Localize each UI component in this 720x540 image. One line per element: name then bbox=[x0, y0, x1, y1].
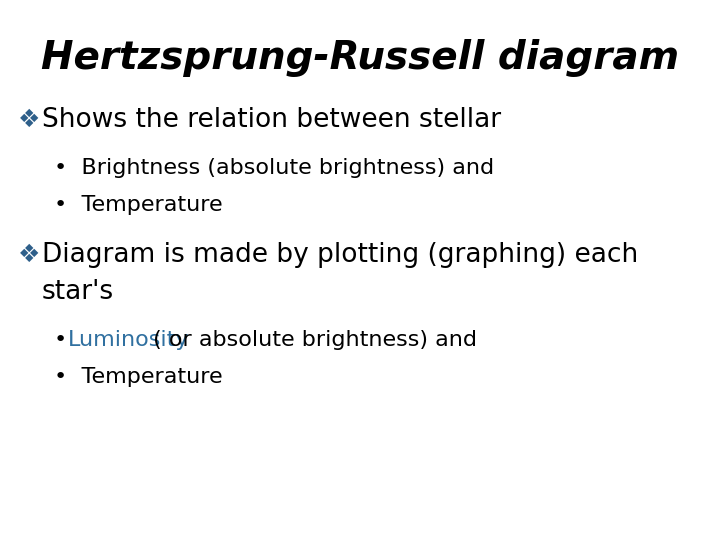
Text: ❖: ❖ bbox=[18, 243, 40, 267]
Text: Shows the relation between stellar: Shows the relation between stellar bbox=[42, 107, 501, 133]
Text: Hertzsprung-Russell diagram: Hertzsprung-Russell diagram bbox=[41, 39, 679, 77]
Text: •  Brightness (absolute brightness) and: • Brightness (absolute brightness) and bbox=[54, 158, 494, 178]
Text: ( or absolute brightness) and: ( or absolute brightness) and bbox=[146, 330, 477, 350]
Text: •  Temperature: • Temperature bbox=[54, 367, 222, 387]
Text: Diagram is made by plotting (graphing) each: Diagram is made by plotting (graphing) e… bbox=[42, 242, 638, 268]
Text: •: • bbox=[54, 330, 67, 350]
Text: Luminosity: Luminosity bbox=[68, 330, 189, 350]
Text: ❖: ❖ bbox=[18, 108, 40, 132]
Text: •  Temperature: • Temperature bbox=[54, 195, 222, 215]
Text: star's: star's bbox=[42, 279, 114, 305]
